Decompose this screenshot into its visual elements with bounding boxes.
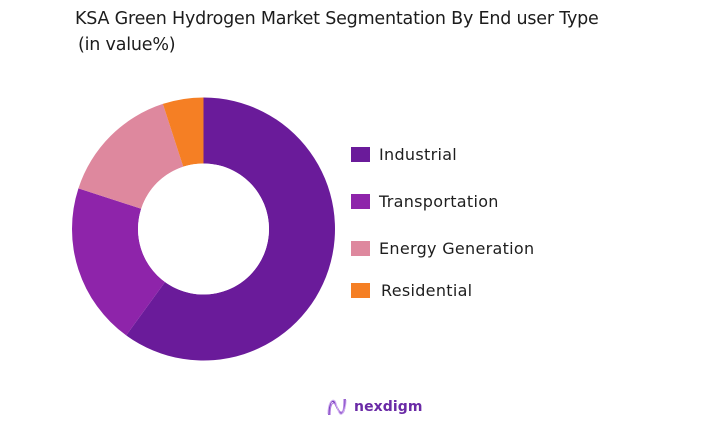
brand-logo: nexdigm bbox=[326, 396, 423, 418]
legend-item-transportation[interactable]: Transportation bbox=[351, 191, 499, 211]
legend-swatch-transportation bbox=[351, 193, 370, 209]
donut-slices bbox=[71, 97, 335, 361]
donut-slice-industrial[interactable] bbox=[126, 97, 335, 361]
chart-title: KSA Green Hydrogen Market Segmentation B… bbox=[75, 6, 599, 58]
donut-slice-transportation[interactable] bbox=[71, 188, 166, 336]
donut-hole bbox=[138, 163, 269, 295]
brand-name: nexdigm bbox=[354, 399, 423, 415]
legend-swatch-industrial bbox=[351, 146, 370, 162]
legend-item-energy-generation[interactable]: Energy Generation bbox=[351, 238, 534, 258]
legend-label: Industrial bbox=[379, 144, 458, 164]
legend-swatch-residential bbox=[351, 282, 370, 298]
legend-label: Energy Generation bbox=[379, 238, 535, 258]
chart-subtitle: (in value%) bbox=[78, 35, 176, 55]
donut-slice-residential[interactable] bbox=[162, 97, 204, 167]
chart-title-main: KSA Green Hydrogen Market Segmentation B… bbox=[75, 9, 599, 29]
legend-item-residential[interactable]: Residential bbox=[351, 280, 472, 300]
legend-label: Residential bbox=[381, 280, 473, 300]
donut-slice-energy-generation[interactable] bbox=[78, 103, 184, 209]
legend-label: Transportation bbox=[379, 191, 499, 211]
legend-item-industrial[interactable]: Industrial bbox=[351, 144, 457, 164]
legend-swatch-energy-generation bbox=[351, 240, 370, 256]
nexdigm-wave-logo-icon bbox=[327, 398, 347, 416]
